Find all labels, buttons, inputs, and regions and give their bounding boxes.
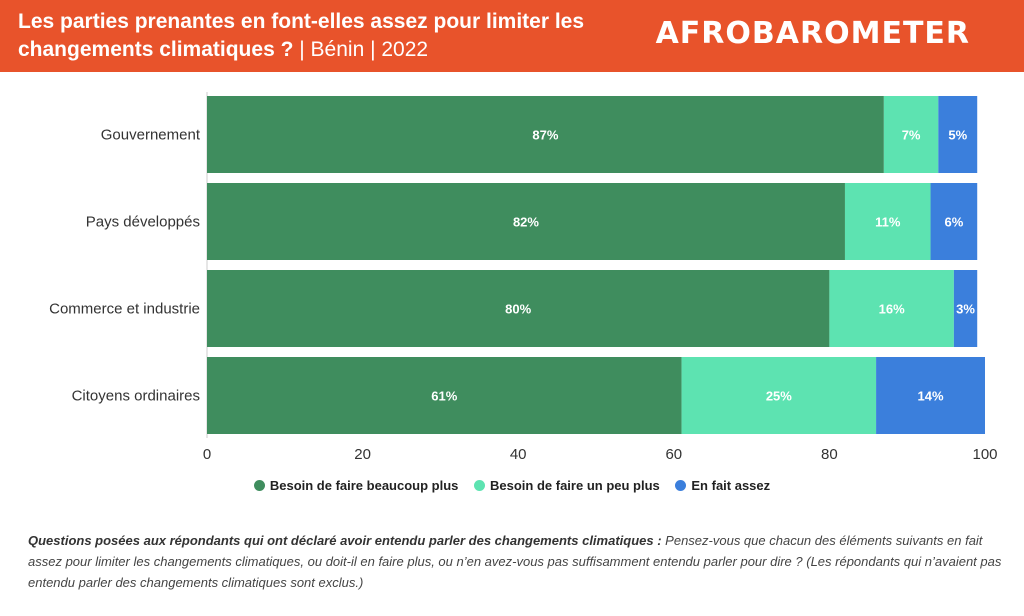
data-label: 80% — [505, 302, 531, 317]
bar-segment — [953, 270, 978, 347]
x-tick-label: 40 — [510, 446, 527, 463]
bar-segment — [681, 357, 877, 434]
legend-dot-beaucoup-plus — [253, 480, 265, 491]
bar-segment — [207, 357, 682, 434]
footnote: Questions posées aux répondants qui ont … — [28, 530, 1003, 593]
x-tick-label: 0 — [203, 446, 211, 463]
data-label: 5% — [948, 128, 967, 143]
bar-segment — [844, 183, 931, 260]
bar-segment — [876, 357, 985, 434]
data-label: 7% — [902, 128, 921, 143]
data-label: 25% — [766, 389, 792, 404]
x-tick-label: 100 — [972, 446, 997, 463]
data-label: 6% — [944, 215, 963, 230]
footnote-question-text: Pensez-vous que chacun des éléments suiv… — [28, 533, 1002, 590]
afrobarometer-logo: AFROBAROMETER — [655, 16, 970, 51]
legend-label-assez: En fait assez — [691, 478, 771, 493]
bar-segment — [938, 96, 978, 173]
legend-label-un-peu-plus: Besoin de faire un peu plus — [490, 478, 660, 493]
title-country-year: | Bénin | 2022 — [293, 38, 429, 61]
legend-item-beaucoup-plus: Besoin de faire beaucoup plus — [253, 478, 459, 493]
x-tick-label: 60 — [665, 446, 682, 463]
category-label: Pays développés — [86, 214, 200, 231]
legend-dot-un-peu-plus — [474, 480, 486, 491]
legend-item-assez: En fait assez — [675, 478, 770, 493]
bar-segment — [207, 96, 884, 173]
category-label: Citoyens ordinaires — [72, 388, 200, 405]
header-banner: Les parties prenantes en font-elles asse… — [0, 0, 1024, 72]
bar-segment — [930, 183, 978, 260]
data-label: 87% — [532, 128, 558, 143]
legend: Besoin de faire beaucoup plus Besoin de … — [0, 478, 1024, 493]
category-label: Gouvernement — [101, 127, 201, 144]
legend-label-beaucoup-plus: Besoin de faire beaucoup plus — [269, 478, 459, 493]
stacked-bar-chart: Gouvernement 87% 7% 5% Pays développés 82% 11%… — [49, 92, 998, 463]
title-question: Les parties prenantes en font-elles asse… — [18, 10, 585, 61]
data-label: 82% — [513, 215, 539, 230]
legend-dot-assez — [675, 480, 687, 491]
x-tick-label: 20 — [354, 446, 371, 463]
x-tick-label: 80 — [821, 446, 838, 463]
bar-segment — [207, 183, 845, 260]
data-label: 14% — [918, 389, 944, 404]
data-label: 11% — [875, 215, 901, 230]
category-label: Commerce et industrie — [49, 301, 200, 318]
data-label: 3% — [956, 302, 975, 317]
footnote-question-label: Questions posées aux répondants qui ont … — [28, 533, 662, 548]
legend-item-un-peu-plus: Besoin de faire un peu plus — [474, 478, 660, 493]
data-label: 61% — [431, 389, 457, 404]
bar-segment — [207, 270, 830, 347]
bar-segment — [883, 96, 939, 173]
chart-title: Les parties prenantes en font-elles asse… — [18, 8, 658, 64]
data-label: 16% — [879, 302, 905, 317]
bar-segment — [829, 270, 954, 347]
